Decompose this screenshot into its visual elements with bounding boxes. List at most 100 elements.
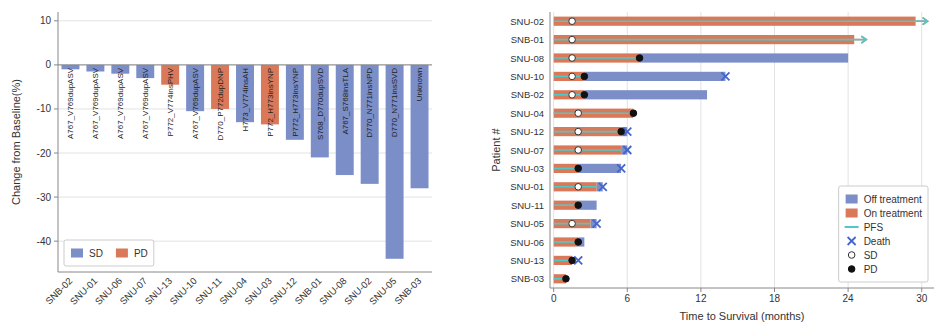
tick-mark bbox=[54, 197, 58, 198]
off-treatment-bar bbox=[578, 164, 621, 173]
legend-item: PD bbox=[848, 264, 877, 275]
marker-open-circle bbox=[575, 128, 582, 135]
category-label: SNU-01 bbox=[510, 181, 544, 192]
legend-item: PD bbox=[116, 248, 148, 259]
tick-label: -10 bbox=[37, 103, 52, 114]
tick-label: 0 bbox=[551, 293, 557, 304]
bar bbox=[311, 65, 329, 158]
swimmer-marks bbox=[554, 17, 928, 284]
marker-open-circle bbox=[848, 252, 855, 259]
legend-item: PFS bbox=[845, 222, 884, 233]
marker-circle bbox=[848, 266, 855, 273]
marker-circle bbox=[581, 73, 588, 80]
category-label: SNU-08 bbox=[510, 53, 544, 64]
category-label: SNB-03 bbox=[511, 273, 544, 284]
ongoing-arrow bbox=[854, 36, 866, 43]
marker-circle bbox=[575, 202, 582, 209]
marker-circle bbox=[575, 165, 582, 172]
legend-label: SD bbox=[89, 248, 103, 259]
category-label: SNU-07 bbox=[510, 145, 544, 156]
bar bbox=[386, 65, 404, 259]
marker-open-circle bbox=[569, 18, 576, 25]
y-axis-line bbox=[550, 12, 551, 288]
tick-label: 12 bbox=[695, 293, 707, 304]
mutation-label: H773_V774insAH bbox=[241, 68, 250, 132]
marker-stroke bbox=[623, 146, 631, 154]
off-treatment-bar bbox=[640, 53, 849, 62]
tick-mark bbox=[700, 288, 701, 292]
tick-mark bbox=[848, 288, 849, 292]
marker-open-circle bbox=[569, 220, 576, 227]
off-treatment-bar bbox=[584, 72, 725, 81]
on-treatment-bar bbox=[554, 145, 621, 154]
mutation-label: P772_H773insYNP bbox=[291, 68, 300, 137]
bar bbox=[336, 65, 354, 175]
x-axis-line bbox=[58, 272, 432, 273]
on-treatment-bar bbox=[554, 72, 585, 81]
tick-label: 30 bbox=[916, 293, 928, 304]
category-label: SNU-12 bbox=[267, 275, 299, 307]
marker-x bbox=[617, 164, 625, 172]
legend-item: On treatment bbox=[846, 208, 923, 219]
marker-open-circle bbox=[569, 36, 576, 43]
category-label: SNU-04 bbox=[510, 108, 544, 119]
marker-circle bbox=[630, 110, 637, 117]
mutation-label: A767_S768insTLA bbox=[341, 67, 350, 134]
off-treatment-bar bbox=[584, 90, 707, 99]
mutation-label: S768_D770dupSVD bbox=[316, 68, 325, 140]
marker-open-circle bbox=[569, 73, 576, 80]
marker-circle bbox=[575, 239, 582, 246]
marker-stroke bbox=[599, 183, 607, 191]
chart-figure: 100-10-20-30-40A767_V769dupASVA767_V769d… bbox=[0, 0, 948, 332]
legend-swatch bbox=[71, 249, 83, 258]
category-label: SNU-02 bbox=[510, 16, 544, 27]
marker-x bbox=[623, 146, 631, 154]
marker-stroke bbox=[617, 164, 625, 172]
legend: SD PD bbox=[64, 240, 154, 266]
y-axis-line bbox=[58, 12, 59, 272]
mutation-label: A767_V769dupASV bbox=[116, 67, 125, 139]
tick-mark bbox=[54, 153, 58, 154]
pfs-line bbox=[554, 131, 621, 133]
legend-swatch bbox=[846, 195, 858, 204]
legend-label: PD bbox=[864, 264, 878, 275]
legend-swatch bbox=[846, 209, 858, 218]
category-label: SNU-05 bbox=[510, 218, 544, 229]
legend-swatch bbox=[116, 249, 128, 258]
marker-stroke bbox=[593, 220, 601, 228]
tick-label: -20 bbox=[37, 148, 52, 159]
marker-open-circle bbox=[575, 184, 582, 191]
legend-item: Death bbox=[848, 236, 891, 247]
mutation-label: P772_H773insYNP bbox=[266, 68, 275, 137]
arrow-head bbox=[861, 36, 866, 43]
legend-label: On treatment bbox=[864, 208, 923, 219]
category-label: SNB-03 bbox=[392, 275, 423, 306]
marker-open-circle bbox=[569, 92, 576, 99]
mutation-label: A767_V769dupASV bbox=[91, 67, 100, 139]
marker-circle bbox=[563, 276, 570, 283]
on-treatment-bar bbox=[554, 109, 634, 118]
legend: Off treatmentOn treatmentPFSDeathSDPD bbox=[839, 186, 928, 282]
pfs-line bbox=[554, 112, 634, 114]
legend-item: Off treatment bbox=[846, 194, 922, 205]
mutation-label: D770_P772dupDNP bbox=[216, 68, 225, 141]
grid-line bbox=[58, 64, 432, 65]
axis-title: Change from Baseline(%) bbox=[10, 79, 22, 205]
category-label: SNB-02 bbox=[511, 89, 544, 100]
category-label: SNU-03 bbox=[510, 163, 544, 174]
tick-mark bbox=[627, 288, 628, 292]
tick-mark bbox=[774, 288, 775, 292]
marker-stroke bbox=[848, 237, 856, 245]
category-label: SNU-11 bbox=[511, 200, 544, 211]
marker-stroke bbox=[721, 72, 729, 80]
axis-title: Patient # bbox=[490, 127, 502, 171]
on-treatment-bar bbox=[554, 182, 597, 191]
tick-label: 24 bbox=[843, 293, 855, 304]
on-treatment-bar bbox=[554, 219, 591, 228]
bar bbox=[411, 65, 429, 188]
mutation-label: D770_N771insNPD bbox=[365, 68, 374, 138]
marker-stroke bbox=[599, 183, 607, 191]
grid-line bbox=[58, 20, 432, 21]
axis-title: Time to Survival (months) bbox=[680, 310, 805, 322]
mutation-label: Unknown bbox=[415, 68, 424, 101]
